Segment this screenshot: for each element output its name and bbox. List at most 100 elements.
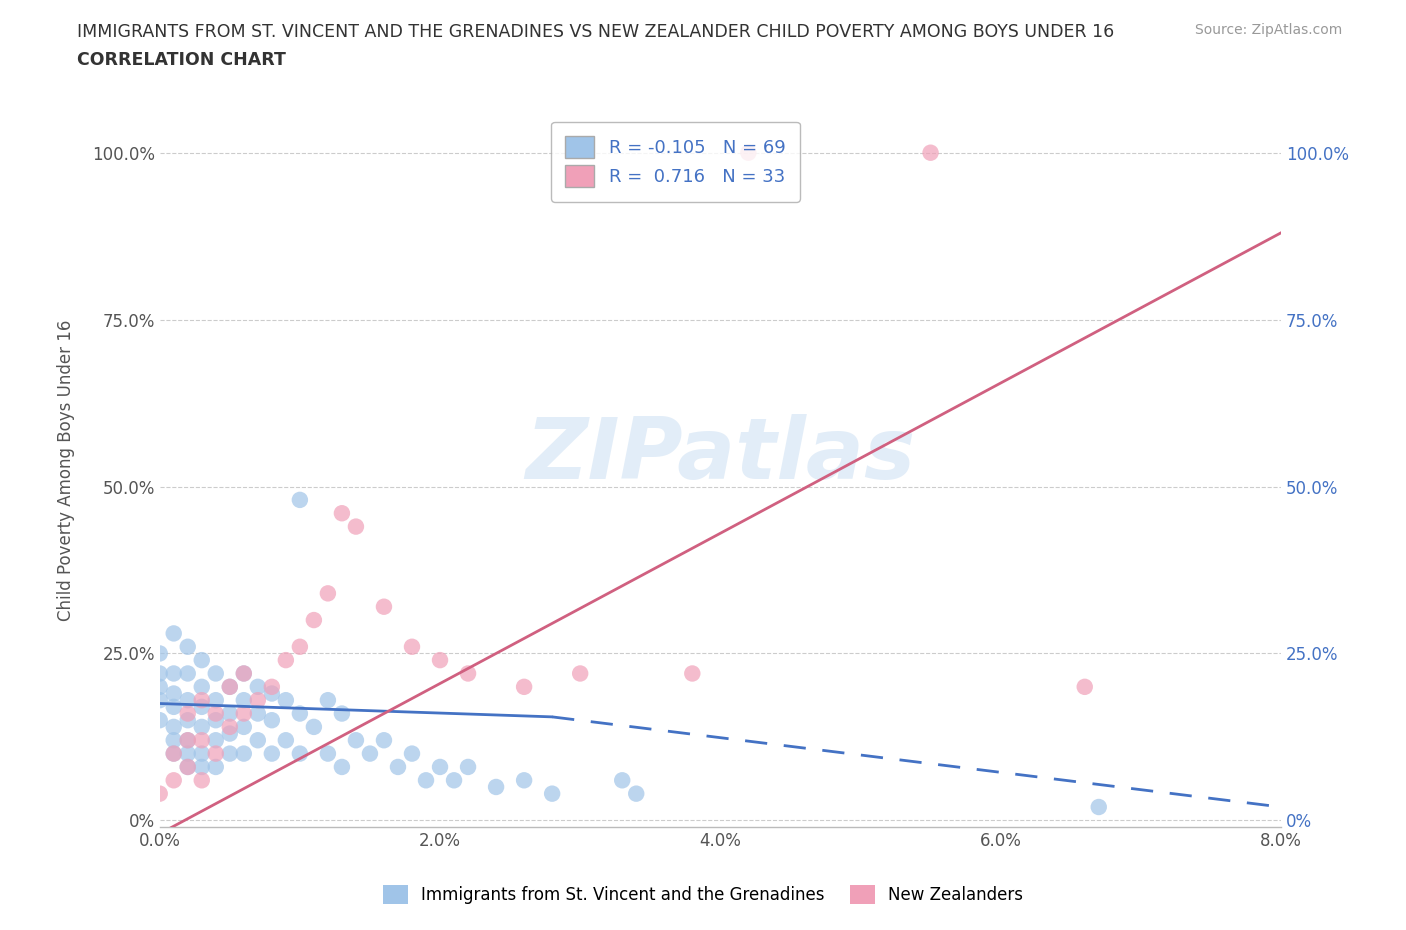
Point bbox=[190, 733, 212, 748]
Point bbox=[163, 773, 186, 788]
Point bbox=[204, 666, 226, 681]
Point bbox=[330, 706, 353, 721]
Point bbox=[232, 746, 254, 761]
Point bbox=[260, 680, 283, 695]
Point bbox=[541, 786, 564, 801]
Point bbox=[218, 680, 240, 695]
Text: IMMIGRANTS FROM ST. VINCENT AND THE GRENADINES VS NEW ZEALANDER CHILD POVERTY AM: IMMIGRANTS FROM ST. VINCENT AND THE GREN… bbox=[77, 23, 1115, 41]
Point bbox=[232, 720, 254, 735]
Point bbox=[260, 686, 283, 701]
Point bbox=[149, 786, 172, 801]
Point bbox=[218, 680, 240, 695]
Point bbox=[204, 746, 226, 761]
Point bbox=[457, 666, 479, 681]
Point bbox=[513, 773, 536, 788]
Point bbox=[177, 760, 200, 775]
Point bbox=[274, 653, 297, 668]
Point bbox=[288, 639, 311, 654]
Point bbox=[204, 712, 226, 727]
Point bbox=[316, 586, 339, 601]
Point bbox=[177, 733, 200, 748]
Point bbox=[288, 493, 311, 508]
Point bbox=[344, 733, 367, 748]
Point bbox=[218, 726, 240, 741]
Point bbox=[232, 706, 254, 721]
Point bbox=[513, 680, 536, 695]
Point bbox=[204, 733, 226, 748]
Point bbox=[737, 145, 759, 160]
Point bbox=[429, 760, 451, 775]
Text: Source: ZipAtlas.com: Source: ZipAtlas.com bbox=[1195, 23, 1343, 37]
Point bbox=[232, 666, 254, 681]
Point bbox=[415, 773, 437, 788]
Point bbox=[569, 666, 592, 681]
Point bbox=[218, 746, 240, 761]
Point bbox=[190, 760, 212, 775]
Point bbox=[163, 720, 186, 735]
Point bbox=[246, 680, 269, 695]
Point bbox=[626, 786, 648, 801]
Point bbox=[177, 639, 200, 654]
Point bbox=[163, 699, 186, 714]
Point bbox=[274, 733, 297, 748]
Point bbox=[246, 693, 269, 708]
Point bbox=[302, 613, 325, 628]
Point bbox=[457, 760, 479, 775]
Point bbox=[149, 680, 172, 695]
Point bbox=[149, 646, 172, 661]
Legend: R = -0.105   N = 69, R =  0.716   N = 33: R = -0.105 N = 69, R = 0.716 N = 33 bbox=[551, 122, 800, 202]
Point bbox=[190, 680, 212, 695]
Point bbox=[429, 653, 451, 668]
Point bbox=[163, 746, 186, 761]
Legend: Immigrants from St. Vincent and the Grenadines, New Zealanders: Immigrants from St. Vincent and the Gren… bbox=[377, 878, 1029, 910]
Point bbox=[373, 733, 395, 748]
Point bbox=[204, 760, 226, 775]
Point bbox=[274, 693, 297, 708]
Point bbox=[190, 693, 212, 708]
Point bbox=[316, 746, 339, 761]
Point bbox=[246, 706, 269, 721]
Point bbox=[177, 666, 200, 681]
Point bbox=[190, 699, 212, 714]
Point bbox=[190, 653, 212, 668]
Point bbox=[163, 666, 186, 681]
Point bbox=[1074, 680, 1097, 695]
Point bbox=[149, 666, 172, 681]
Point bbox=[177, 746, 200, 761]
Point bbox=[401, 746, 423, 761]
Point bbox=[177, 706, 200, 721]
Point bbox=[344, 519, 367, 534]
Text: ZIPatlas: ZIPatlas bbox=[526, 414, 915, 497]
Point bbox=[373, 599, 395, 614]
Point bbox=[232, 693, 254, 708]
Point bbox=[920, 145, 942, 160]
Point bbox=[177, 733, 200, 748]
Point bbox=[190, 773, 212, 788]
Point bbox=[612, 773, 634, 788]
Y-axis label: Child Poverty Among Boys Under 16: Child Poverty Among Boys Under 16 bbox=[58, 319, 75, 620]
Point bbox=[401, 639, 423, 654]
Point bbox=[260, 746, 283, 761]
Point bbox=[485, 779, 508, 794]
Point bbox=[163, 626, 186, 641]
Point bbox=[330, 760, 353, 775]
Point bbox=[149, 712, 172, 727]
Point bbox=[316, 693, 339, 708]
Point bbox=[190, 720, 212, 735]
Point bbox=[330, 506, 353, 521]
Point bbox=[204, 693, 226, 708]
Text: CORRELATION CHART: CORRELATION CHART bbox=[77, 51, 287, 69]
Point bbox=[246, 733, 269, 748]
Point bbox=[190, 746, 212, 761]
Point bbox=[218, 706, 240, 721]
Point bbox=[218, 720, 240, 735]
Point bbox=[177, 693, 200, 708]
Point bbox=[163, 686, 186, 701]
Point bbox=[288, 706, 311, 721]
Point bbox=[681, 666, 703, 681]
Point bbox=[163, 733, 186, 748]
Point bbox=[387, 760, 409, 775]
Point bbox=[149, 693, 172, 708]
Point bbox=[177, 760, 200, 775]
Point bbox=[260, 712, 283, 727]
